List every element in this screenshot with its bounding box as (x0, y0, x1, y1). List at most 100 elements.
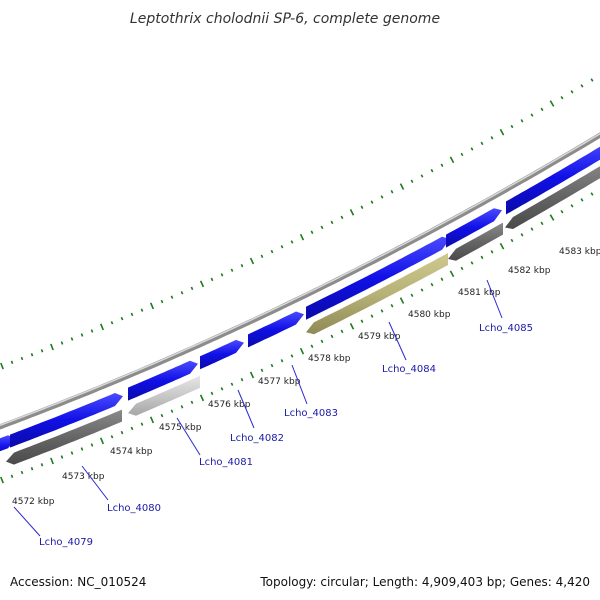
leader-line (237, 389, 255, 429)
minor-tick (510, 238, 514, 243)
minor-tick (270, 249, 274, 254)
minor-tick (340, 215, 344, 220)
minor-tick (280, 245, 284, 249)
major-tick (549, 214, 555, 221)
minor-tick (420, 174, 424, 178)
outer-tick-marks (0, 78, 594, 370)
kbp-label: 4575 kbp (159, 423, 202, 433)
kbp-label: 4580 kbp (408, 310, 451, 320)
kbp-label: 4581 kbp (458, 288, 501, 298)
minor-tick (540, 107, 544, 112)
minor-tick (560, 95, 564, 100)
minor-tick (260, 368, 264, 373)
minor-tick (520, 119, 524, 123)
minor-tick (440, 277, 444, 281)
major-tick (449, 156, 455, 164)
minor-tick (380, 309, 384, 313)
forward-gene-arrow[interactable] (446, 208, 502, 248)
major-tick (149, 416, 155, 424)
minor-tick (510, 124, 514, 129)
minor-tick (180, 405, 184, 409)
major-tick (199, 394, 205, 402)
minor-tick (230, 382, 234, 386)
forward-gene-arrow[interactable] (128, 360, 198, 401)
minor-tick (140, 308, 144, 312)
minor-tick (110, 435, 114, 439)
minor-tick (290, 240, 294, 244)
minor-tick (30, 353, 34, 357)
forward-gene-arrow[interactable] (506, 141, 600, 215)
kbp-label: 4578 kbp (308, 354, 351, 364)
major-tick (299, 347, 305, 355)
major-tick (549, 100, 555, 107)
gene-label-lcho-4081[interactable]: Lcho_4081 (199, 457, 253, 468)
major-tick (449, 270, 455, 278)
minor-tick (130, 312, 134, 317)
minor-tick (460, 266, 464, 271)
minor-tick (140, 422, 144, 426)
reverse-gene-arrow[interactable] (448, 222, 503, 261)
minor-tick (580, 84, 584, 88)
kbp-label: 4572 kbp (12, 497, 55, 507)
forward-gene-arrow[interactable] (248, 311, 304, 348)
reverse-gene-arrow-highlighted[interactable] (306, 253, 448, 335)
leader-line (81, 465, 109, 501)
minor-tick (540, 221, 544, 226)
reverse-gene-arrow[interactable] (505, 160, 600, 229)
major-tick (249, 257, 255, 265)
accession-text: Accession: NC_010524 (10, 575, 146, 589)
minor-tick (120, 316, 124, 321)
gene-label-lcho-4080[interactable]: Lcho_4080 (107, 503, 161, 514)
minor-tick (480, 141, 484, 146)
forward-gene-arrow[interactable] (306, 236, 450, 320)
minor-tick (390, 304, 394, 308)
minor-tick (190, 400, 194, 405)
forward-strand-genes (0, 141, 600, 452)
minor-tick (220, 273, 224, 277)
major-tick (499, 128, 505, 136)
minor-tick (490, 136, 494, 140)
major-tick (399, 297, 405, 304)
major-tick (99, 323, 105, 331)
major-tick (0, 362, 4, 370)
minor-tick (470, 147, 474, 151)
gene-label-lcho-4083[interactable]: Lcho_4083 (284, 408, 338, 419)
minor-tick (180, 291, 184, 295)
kbp-label: 4583 kbp (559, 247, 600, 257)
gene-label-lcho-4084[interactable]: Lcho_4084 (382, 364, 436, 375)
minor-tick (60, 341, 64, 345)
major-tick (349, 323, 355, 330)
minor-tick (320, 339, 324, 344)
minor-tick (90, 329, 94, 333)
minor-tick (120, 430, 124, 435)
kbp-label: 4577 kbp (258, 377, 301, 387)
minor-tick (240, 263, 244, 268)
kbp-label: 4573 kbp (62, 472, 105, 482)
reverse-gene-arrow[interactable] (6, 409, 122, 465)
major-tick (99, 437, 105, 445)
minor-tick (330, 220, 334, 225)
backbone-line (0, 132, 600, 430)
minor-tick (320, 225, 324, 230)
kbp-tick-labels: 4572 kbp 4573 kbp 4574 kbp 4575 kbp 4576… (12, 247, 600, 507)
minor-tick (290, 354, 294, 358)
minor-tick (70, 337, 74, 341)
minor-tick (220, 387, 224, 391)
minor-tick (370, 200, 374, 204)
minor-tick (280, 359, 284, 363)
major-tick (0, 476, 4, 484)
reverse-gene-arrow[interactable] (128, 375, 200, 416)
minor-tick (240, 377, 244, 382)
major-tick (399, 183, 405, 190)
gene-label-lcho-4082[interactable]: Lcho_4082 (230, 433, 284, 444)
minor-tick (160, 299, 164, 304)
minor-tick (590, 78, 594, 82)
gene-label-lcho-4085[interactable]: Lcho_4085 (479, 323, 533, 334)
forward-gene-arrow[interactable] (10, 393, 123, 448)
minor-tick (430, 282, 434, 287)
minor-tick (360, 319, 364, 323)
gene-label-lcho-4079[interactable]: Lcho_4079 (39, 537, 93, 548)
forward-gene-arrow[interactable] (200, 339, 244, 370)
major-tick (50, 457, 54, 465)
